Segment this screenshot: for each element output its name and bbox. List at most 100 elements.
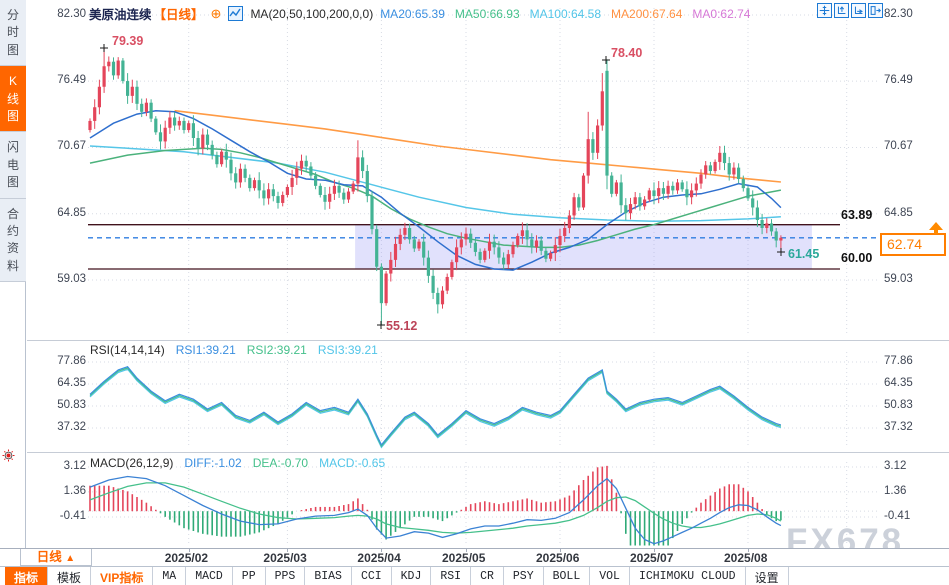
price-annotation-61.45: 61.45 <box>788 247 820 261</box>
y-axis-label: 1.36 <box>63 484 86 497</box>
indicator-button-PPS[interactable]: PPS <box>266 567 306 585</box>
indicator-button-CR[interactable]: CR <box>471 567 504 585</box>
x-axis-tick <box>748 548 749 552</box>
y-axis-label: 59.03 <box>57 273 86 286</box>
x-axis-tick <box>188 548 190 552</box>
indicator-button-VOL[interactable]: VOL <box>590 567 630 585</box>
exit-chart-icon[interactable] <box>868 3 883 18</box>
dea-line <box>89 482 782 534</box>
kline-style-icon[interactable] <box>228 6 244 21</box>
rsi-lines <box>89 365 782 449</box>
gridlines <box>88 8 880 546</box>
ma-settings-label: MA(20,50,100,200,0,0) <box>250 6 374 21</box>
indicator-alert-icon <box>2 449 15 467</box>
diff-line <box>89 475 782 545</box>
macd-value-2: MACD:-0.65 <box>319 456 386 470</box>
indicator-button-ICHIMOKU CLOUD[interactable]: ICHIMOKU CLOUD <box>630 567 746 585</box>
x-axis-tick <box>381 548 383 552</box>
sidebar-tab-分时图[interactable]: 分时图 <box>0 0 26 67</box>
y-axis-label: 37.32 <box>884 420 913 433</box>
date-axis-bar <box>0 548 949 566</box>
add-compare-icon[interactable]: ⊕ <box>210 5 222 21</box>
ma-value-0: MA20:65.39 <box>380 6 445 21</box>
y-axis-label: 70.67 <box>57 140 86 153</box>
y-axis-label: 1.36 <box>884 484 907 497</box>
indicator-button-CCI[interactable]: CCI <box>352 567 392 585</box>
symbol-name: 美原油连续 <box>89 8 152 22</box>
zoom-y-axis-icon[interactable] <box>834 3 849 18</box>
ma200-line <box>174 109 781 183</box>
last-price-tag: 62.74 <box>880 233 946 256</box>
pan-icon[interactable] <box>817 3 832 18</box>
indicator-button-PSY[interactable]: PSY <box>504 567 544 585</box>
y-axis-label: 50.83 <box>57 399 86 411</box>
ma-value-2: MA100:64.58 <box>529 6 602 21</box>
y-axis-label: 37.32 <box>57 420 86 433</box>
indicator-toolbar: 指标 模板 VIP指标 MA MACD PP PPS BIAS CCI KDJ RSI CR PSY BO… <box>0 566 949 585</box>
y-axis-label: 82.30 <box>57 8 86 20</box>
indicator-button-指标[interactable]: 指标 <box>5 567 49 585</box>
rsi-value-2: RSI3:39.21 <box>317 343 378 357</box>
macd-value-0: DIFF:-1.02 <box>184 456 242 470</box>
ma-value-3: MA200:67.64 <box>611 6 683 21</box>
y-axis-label: 64.35 <box>57 376 86 389</box>
sidebar: 分时图 K线图 闪电图 合约资料 <box>0 0 26 548</box>
indicator-button-VIP指标[interactable]: VIP指标 <box>91 567 154 585</box>
x-axis-tick <box>287 548 289 552</box>
x-axis-tick <box>654 548 655 552</box>
zoom-x-axis-icon[interactable] <box>851 3 866 18</box>
indicator-button-MA[interactable]: MA <box>153 567 187 585</box>
price-annotation-60.00: 60.00 <box>841 251 873 265</box>
price-annotation-63.89: 63.89 <box>841 208 873 222</box>
period-selector[interactable]: 日线 ▲ <box>20 549 92 566</box>
y-axis-label: -0.41 <box>59 509 86 522</box>
indicator-button-MACD[interactable]: MACD <box>186 567 233 585</box>
y-axis-label: -0.41 <box>884 509 911 522</box>
macd-readouts: DIFF:-1.02 DEA:-0.70 MACD:-0.65 <box>184 456 385 470</box>
indicator-button-KDJ[interactable]: KDJ <box>392 567 432 585</box>
rsi-readouts: RSI1:39.21 RSI2:39.21 RSI3:39.21 <box>176 343 378 357</box>
macd-header: MACD(26,12,9) DIFF:-1.02 DEA:-0.70 MACD:-0… <box>90 456 385 470</box>
y-axis-label: 59.03 <box>884 273 913 286</box>
y-axis-label: 76.49 <box>884 74 913 87</box>
y-axis-label: 50.83 <box>884 399 913 411</box>
indicator-button-模板[interactable]: 模板 <box>48 567 92 585</box>
rsi-title: RSI(14,14,14) <box>90 343 165 357</box>
macd-value-1: DEA:-0.70 <box>252 456 309 470</box>
indicator-button-RSI[interactable]: RSI <box>431 567 472 585</box>
x-axis-label: 2025/06 <box>536 551 580 565</box>
ma100-line <box>89 145 781 222</box>
macd-histogram <box>89 465 782 546</box>
period-tag: 【日线】 <box>153 8 204 22</box>
indicator-button-BOLL[interactable]: BOLL <box>544 567 591 585</box>
x-axis-label: 2025/04 <box>357 551 401 565</box>
ma-value-1: MA50:66.93 <box>454 6 520 21</box>
y-axis-label: 82.30 <box>884 8 913 20</box>
ma-readouts: MA20:65.39 MA50:66.93 MA100:64.58 MA200:67.… <box>380 7 750 21</box>
ma-value-4: MA0:62.74 <box>692 6 751 21</box>
indicator-button-BIAS[interactable]: BIAS <box>305 567 352 585</box>
rsi-header: RSI(14,14,14) RSI1:39.21 RSI2:39.21 RSI3:3… <box>90 343 378 357</box>
period-label: 日线 <box>36 550 62 564</box>
chart-window-buttons <box>817 3 883 18</box>
x-axis-label: 2025/03 <box>263 551 307 565</box>
price-up-arrow-icon <box>929 222 943 234</box>
sidebar-tab-合约资料[interactable]: 合约资料 <box>0 198 26 283</box>
sidebar-tab-闪电图[interactable]: 闪电图 <box>0 132 26 199</box>
y-axis-label: 77.86 <box>57 355 86 367</box>
indicator-button-PP[interactable]: PP <box>233 567 266 585</box>
price-annotation-78.40: 78.40 <box>611 46 643 60</box>
chart-plot-area[interactable] <box>0 0 949 548</box>
rsi-value-1: RSI2:39.21 <box>246 343 307 357</box>
indicator-button-设置[interactable]: 设置 <box>746 567 789 585</box>
price-annotation-55.12: 55.12 <box>386 319 418 333</box>
y-axis-label: 76.49 <box>57 74 86 87</box>
x-axis-tick <box>466 548 467 552</box>
y-axis-label: 3.12 <box>63 460 86 472</box>
extreme-markers <box>100 44 785 329</box>
sidebar-tab-K线图[interactable]: K线图 <box>0 66 26 133</box>
y-axis-label: 64.85 <box>57 206 86 219</box>
macd-lines <box>89 475 782 545</box>
x-axis-label: 2025/02 <box>164 551 209 565</box>
